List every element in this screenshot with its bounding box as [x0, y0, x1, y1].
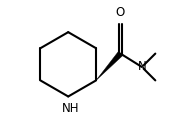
Polygon shape	[96, 52, 123, 80]
Text: NH: NH	[62, 102, 80, 115]
Text: N: N	[138, 60, 146, 74]
Text: O: O	[116, 6, 125, 19]
